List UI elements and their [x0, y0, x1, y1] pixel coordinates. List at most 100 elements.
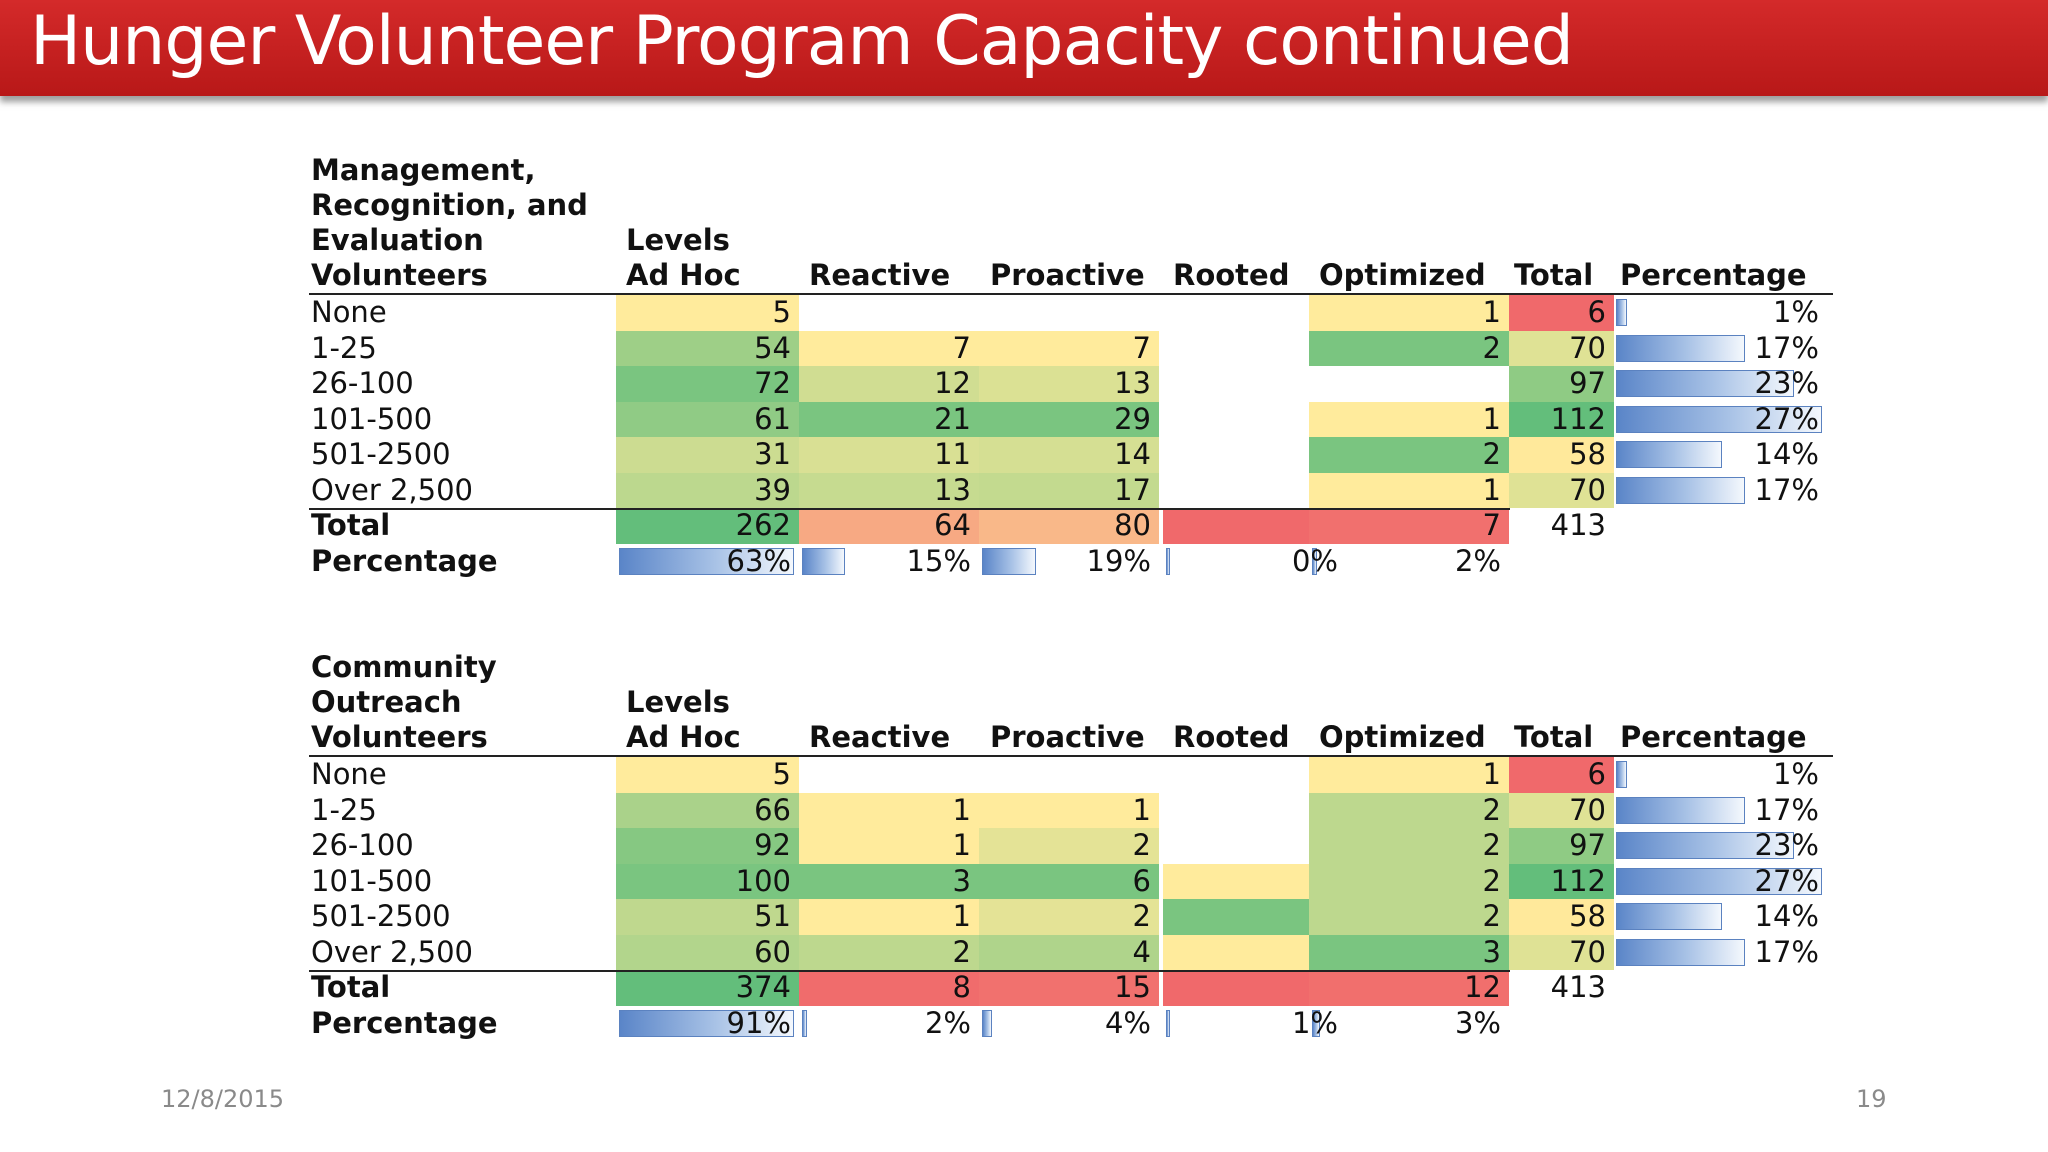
- percentage-value: 4%: [1104, 1005, 1151, 1040]
- data-cell: 70: [1509, 934, 1614, 970]
- table-header: Management, Recognition, and Evaluation Vol…: [309, 150, 1833, 293]
- table-header: Community Outreach Volunteers Levels Ad Hoc R…: [309, 612, 1833, 755]
- levels-label: Levels: [626, 685, 730, 719]
- column-header-total: Total: [1514, 720, 1594, 754]
- percentage-bar: [802, 1009, 807, 1037]
- data-cell: 11: [799, 437, 979, 473]
- percentage-bar: [1616, 903, 1722, 930]
- data-cell: 39: [616, 472, 799, 508]
- percentage-bar: [1616, 867, 1822, 895]
- data-cell: 1: [799, 792, 979, 828]
- data-cell: 1: [1309, 295, 1509, 331]
- percentage-value: 3%: [1454, 1005, 1501, 1040]
- data-cell: 13: [979, 366, 1159, 402]
- percentage-bar: [1616, 796, 1745, 824]
- table-row: None 5 1 6 1%: [309, 295, 1833, 331]
- percentage-value: 17%: [1754, 472, 1819, 507]
- table-body: None 5 1 6 1% 1-25 66 1 1 2 70 17% 26-100 92 1 2 2 97 23% 1…: [309, 757, 1833, 1041]
- table-title-line: Outreach: [311, 685, 462, 719]
- percentage-bar: [1166, 547, 1170, 575]
- data-cell: 21: [799, 401, 979, 437]
- data-cell: 2: [1309, 792, 1509, 828]
- percentage-value: 0%: [1291, 543, 1338, 578]
- column-header-optimized: Optimized: [1319, 258, 1486, 292]
- percentage-value: 23%: [1754, 828, 1819, 862]
- data-cell: 2: [1309, 437, 1509, 473]
- percentage-value: 63%: [726, 543, 791, 578]
- slide-date: 12/8/2015: [161, 1085, 285, 1113]
- table-title-line: Community: [311, 650, 497, 684]
- percentage-bar: [1616, 370, 1794, 397]
- data-cell: 72: [616, 366, 799, 402]
- data-cell: 7: [799, 330, 979, 366]
- column-header-rooted: Rooted: [1173, 258, 1290, 292]
- percentage-bar: [1616, 761, 1627, 788]
- percentage-value: 1%: [1772, 295, 1819, 329]
- data-cell: 374: [616, 970, 799, 1006]
- percentage-bar: [1312, 547, 1317, 575]
- data-cell: [799, 757, 979, 793]
- data-cell: [979, 295, 1159, 331]
- percentage-bar: [1312, 1009, 1320, 1037]
- table-row: Over 2,500 39 13 17 1 70 17%: [309, 472, 1833, 508]
- percentage-bar: [619, 547, 794, 575]
- data-cell: 6: [1509, 295, 1614, 331]
- data-cell: 2: [979, 899, 1159, 935]
- data-cell: 80: [979, 508, 1159, 544]
- data-cell: 54: [616, 330, 799, 366]
- data-cell: 6: [1509, 757, 1614, 793]
- data-cell: 2: [1309, 899, 1509, 935]
- data-cell: 12: [1309, 970, 1509, 1006]
- header-rule: [309, 755, 1833, 757]
- percentage-value: 17%: [1754, 330, 1819, 365]
- data-cell: 1: [799, 899, 979, 935]
- data-cell: 12: [799, 366, 979, 402]
- percentage-bar: [802, 547, 845, 575]
- percentage-bar: [1616, 299, 1627, 326]
- percentage-value: 19%: [1086, 543, 1151, 578]
- data-cell: 64: [799, 508, 979, 544]
- data-cell: 70: [1509, 330, 1614, 366]
- percentage-row: Percentage 91% 2% 4% 1% 3%: [309, 1006, 1833, 1042]
- percentage-value: 14%: [1754, 437, 1819, 471]
- row-label: 1-25: [311, 792, 377, 827]
- column-header-percentage: Percentage: [1620, 720, 1807, 754]
- data-cell: [1309, 366, 1509, 402]
- data-cell: 2: [1309, 828, 1509, 864]
- percentage-value: 27%: [1754, 863, 1819, 898]
- data-cell: 2: [799, 934, 979, 970]
- table-row: 26-100 72 12 13 97 23%: [309, 366, 1833, 402]
- row-label: 26-100: [311, 828, 414, 862]
- table-row: 1-25 66 1 1 2 70 17%: [309, 792, 1833, 828]
- column-header-reactive: Reactive: [809, 720, 951, 754]
- percentage-bar: [1166, 1009, 1170, 1037]
- percentage-value: 17%: [1754, 792, 1819, 827]
- table-row: 501-25005112225814%: [309, 899, 1833, 935]
- data-cell: 14: [979, 437, 1159, 473]
- management-volunteers-table: Management, Recognition, and Evaluation Vol…: [309, 150, 1833, 578]
- table-title-line: Recognition, and: [311, 188, 588, 222]
- data-cell: 2: [979, 828, 1159, 864]
- table-title: Community Outreach Volunteers: [311, 650, 497, 755]
- data-cell: 3: [1309, 934, 1509, 970]
- table-row: Over 2,5006024137017%: [309, 934, 1833, 970]
- data-cell: 5: [616, 757, 799, 793]
- row-label: Total: [311, 970, 391, 1004]
- column-header-proactive: Proactive: [990, 720, 1145, 754]
- column-header-ad-hoc: Ad Hoc: [626, 720, 741, 754]
- row-label: 501-2500: [311, 437, 451, 471]
- row-label: Total: [311, 508, 391, 542]
- column-header-ad-hoc: Ad Hoc: [626, 258, 741, 292]
- table-row: None 5 1 6 1%: [309, 757, 1833, 793]
- data-cell: 5: [616, 295, 799, 331]
- data-cell: 1: [1309, 401, 1509, 437]
- column-header-proactive: Proactive: [990, 258, 1145, 292]
- data-cell: 112: [1509, 863, 1614, 899]
- row-label: 26-100: [311, 366, 414, 400]
- table-body: None 5 1 6 1% 1-25 54 7 7 2 70 17% 26-100 72 12 13 97 23%…: [309, 295, 1833, 579]
- header-rule: [309, 293, 1833, 295]
- row-label: Over 2,500: [311, 472, 473, 507]
- total-rule: [309, 508, 1510, 510]
- column-header-rooted: Rooted: [1173, 720, 1290, 754]
- table-row: 101-500100361211227%: [309, 863, 1833, 899]
